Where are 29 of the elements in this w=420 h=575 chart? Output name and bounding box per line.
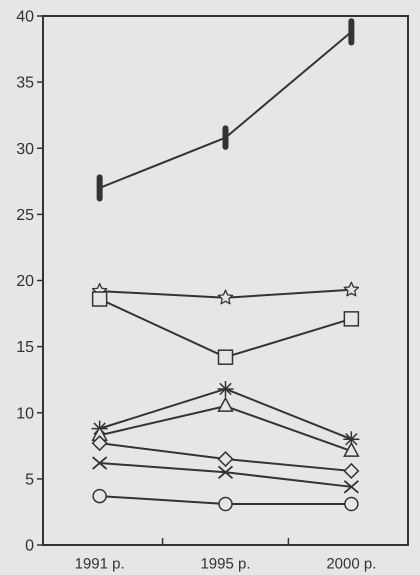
y-tick-label: 0 [25,538,34,555]
point [344,311,360,327]
point [218,397,234,412]
point [218,496,233,512]
y-tick-label: 10 [16,405,34,422]
y-tick-label: 15 [16,339,34,356]
point [344,282,360,296]
point [343,480,360,494]
y-tick-label: 35 [16,74,34,92]
x-tick-label: 2000 р. [326,555,376,572]
point [218,465,234,480]
y-tick-label: 5 [25,471,34,488]
x-tick-label: 1995 р. [200,555,251,572]
y-tick-label: 25 [16,206,34,224]
y-tick-label: 20 [16,273,34,290]
point [344,463,360,479]
y-tick-label: 40 [16,8,34,26]
point [92,456,108,470]
point [216,380,234,398]
point [92,488,107,504]
point [344,496,359,512]
y-tick-label: 30 [16,140,34,158]
point [92,291,108,307]
point [344,442,360,457]
point [218,290,234,304]
x-tick-label: 1991 р. [74,555,125,572]
point [218,451,234,467]
point [92,435,108,451]
point [218,349,234,365]
